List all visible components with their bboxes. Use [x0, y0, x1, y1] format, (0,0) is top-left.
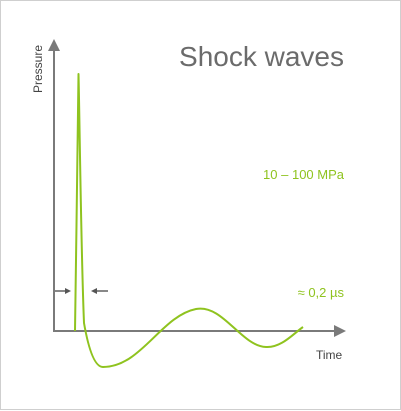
y-axis-label: Pressure — [31, 45, 45, 93]
pulse-width-arrow-right — [91, 288, 97, 294]
shock-wave-curve — [74, 73, 304, 368]
y-axis-arrow — [48, 39, 60, 51]
pulse-width-arrow-left — [65, 288, 71, 294]
chart-title: Shock waves — [179, 41, 344, 72]
x-axis-label: Time — [316, 348, 343, 362]
peak-pressure-annotation: 10 – 100 MPa — [263, 167, 345, 182]
pulse-width-annotation: ≈ 0,2 µs — [298, 285, 345, 300]
x-axis-arrow — [334, 325, 346, 337]
